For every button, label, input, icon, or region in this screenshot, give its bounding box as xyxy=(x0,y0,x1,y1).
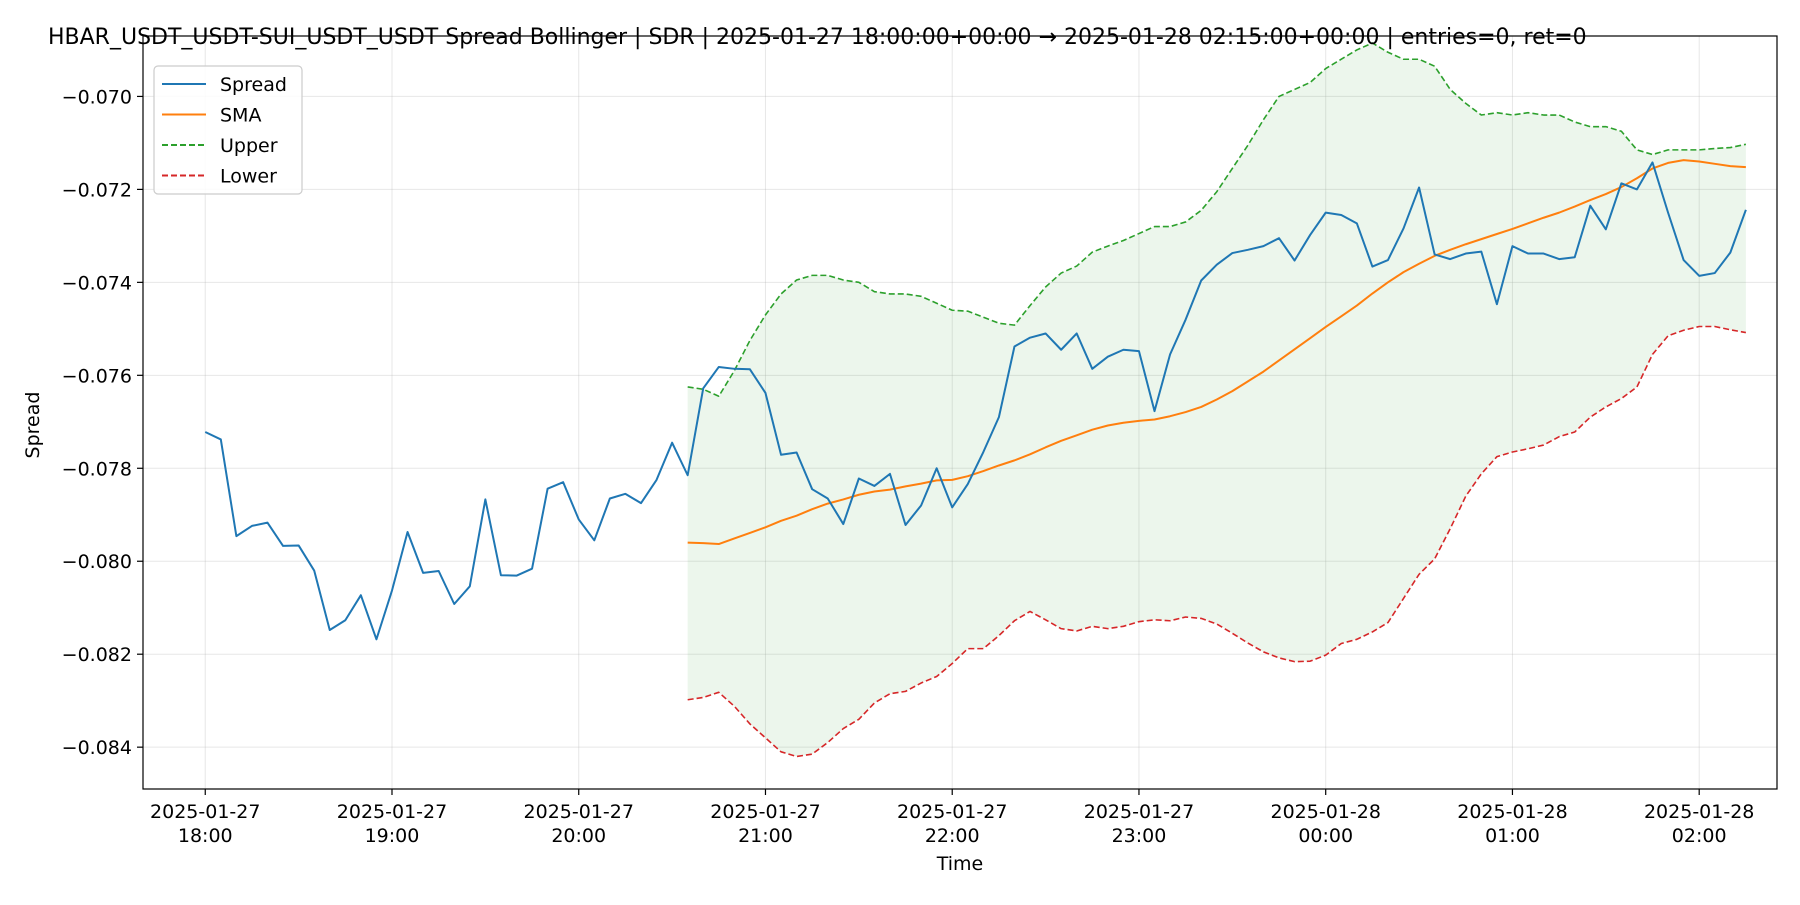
series-line-spread xyxy=(204,161,1747,641)
legend-label-lower: Lower xyxy=(220,166,277,188)
legend-label-upper: Upper xyxy=(220,135,278,157)
x-tick-label: 20:00 xyxy=(551,825,606,847)
y-tick-label: −0.084 xyxy=(62,737,132,759)
series-lines xyxy=(204,42,1747,758)
y-tick-label: −0.072 xyxy=(62,179,132,201)
x-tick-label: 2025-01-27 xyxy=(337,801,447,823)
x-tick-label: 2025-01-27 xyxy=(150,801,260,823)
x-tick-label: 01:00 xyxy=(1485,825,1540,847)
x-tick-label: 02:00 xyxy=(1672,825,1727,847)
plot-frame xyxy=(142,35,1778,790)
y-axis-ticks: −0.070 −0.072 −0.074 −0.076 −0.078 −0.080 −0.0… xyxy=(62,86,143,759)
legend-box xyxy=(153,65,303,195)
x-tick-label: 2025-01-28 xyxy=(1457,801,1567,823)
x-tick-label: 22:00 xyxy=(925,825,980,847)
x-tick-label: 2025-01-28 xyxy=(1270,801,1380,823)
y-axis-label: Spread xyxy=(22,392,44,459)
y-tick-label: −0.076 xyxy=(62,365,132,387)
x-tick-label: 2025-01-28 xyxy=(1644,801,1754,823)
series-line-upper xyxy=(687,42,1747,398)
legend-label-sma: SMA xyxy=(220,105,261,127)
y-tick-label: −0.080 xyxy=(62,551,132,573)
x-axis-ticks: 2025-01-2718:002025-01-2719:002025-01-27… xyxy=(150,789,1754,847)
x-tick-label: 23:00 xyxy=(1112,825,1167,847)
x-tick-label: 00:00 xyxy=(1298,825,1353,847)
x-tick-label: 2025-01-27 xyxy=(524,801,634,823)
y-tick-label: −0.070 xyxy=(62,86,132,108)
y-tick-label: −0.074 xyxy=(62,272,132,294)
x-tick-label: 2025-01-27 xyxy=(710,801,820,823)
y-tick-label: −0.082 xyxy=(62,644,132,666)
chart-legend: Spread SMA Upper Lower xyxy=(153,65,303,195)
x-tick-label: 21:00 xyxy=(738,825,793,847)
x-axis-label: Time xyxy=(936,853,984,875)
chart-title: HBAR_USDT_USDT-SUI_USDT_USDT Spread Boll… xyxy=(48,25,1587,50)
legend-label-spread: Spread xyxy=(220,74,287,96)
x-tick-label: 2025-01-27 xyxy=(897,801,1007,823)
x-tick-label: 2025-01-27 xyxy=(1084,801,1194,823)
y-tick-label: −0.078 xyxy=(62,458,132,480)
series-line-sma xyxy=(687,159,1746,546)
x-tick-label: 18:00 xyxy=(178,825,233,847)
x-tick-label: 19:00 xyxy=(365,825,420,847)
series-line-lower xyxy=(687,325,1747,758)
